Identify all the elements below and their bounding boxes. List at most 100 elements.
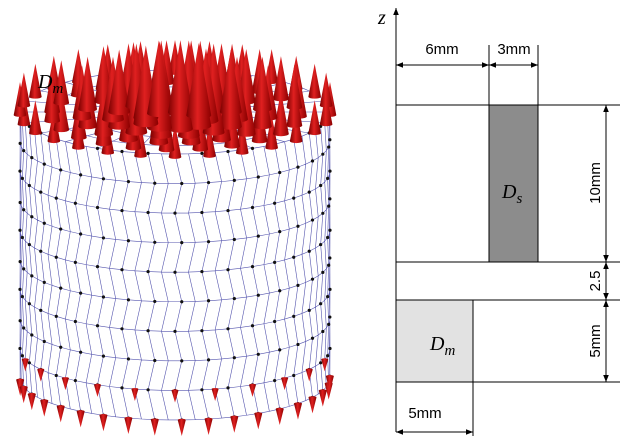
mesh-node: [292, 197, 295, 200]
dimension-label: 6mm: [425, 41, 458, 58]
mesh-node: [19, 260, 22, 263]
mesh-node: [200, 388, 203, 391]
cone: [230, 416, 238, 433]
cone: [205, 418, 213, 435]
mesh-node: [74, 320, 77, 323]
mesh-node: [79, 232, 82, 235]
mesh-node: [79, 173, 82, 176]
mesh-node: [127, 180, 130, 183]
mesh-node: [146, 270, 149, 273]
mesh-node: [55, 197, 58, 200]
mesh-node: [296, 284, 299, 287]
mesh-node: [200, 152, 203, 155]
cone: [29, 100, 42, 135]
mesh-node: [146, 388, 149, 391]
mesh-node: [319, 243, 322, 246]
mesh-node: [43, 281, 46, 284]
cylinder-mesh: [14, 40, 337, 436]
mesh-node: [226, 268, 229, 271]
mesh-node: [18, 288, 21, 291]
cone: [276, 408, 284, 425]
mesh-node: [200, 211, 203, 214]
mesh-node: [43, 340, 46, 343]
mesh-node: [251, 265, 254, 268]
mesh-node: [153, 241, 156, 244]
mesh-node: [311, 278, 314, 281]
mesh-node: [22, 267, 25, 270]
mesh-node: [226, 386, 229, 389]
mesh-node: [30, 215, 33, 218]
mesh-node: [127, 357, 130, 360]
mesh-node: [43, 222, 46, 225]
dimension-label: 5mm: [587, 324, 604, 357]
mesh-node: [79, 351, 82, 354]
mesh-node: [321, 212, 324, 215]
mesh-node: [328, 256, 331, 259]
mesh-node: [292, 315, 295, 318]
mesh-node: [328, 138, 331, 141]
mesh-node: [226, 209, 229, 212]
mesh-node: [102, 295, 105, 298]
mesh-node: [180, 241, 183, 244]
mesh-node: [120, 327, 123, 330]
mesh-node: [59, 346, 62, 349]
mesh-node: [180, 359, 183, 362]
mesh-node: [326, 177, 329, 180]
mesh-node: [146, 211, 149, 214]
mesh-node: [74, 202, 77, 205]
mesh-node: [22, 326, 25, 329]
mesh-node: [233, 238, 236, 241]
cone: [20, 386, 28, 403]
mesh-node: [127, 298, 130, 301]
mesh-node: [19, 201, 22, 204]
dimension-label: 5mm: [408, 405, 441, 422]
cone: [77, 410, 85, 427]
mesh-node: [96, 324, 99, 327]
mesh-node: [28, 302, 31, 305]
mesh-node: [102, 177, 105, 180]
mesh-node: [173, 271, 176, 274]
mesh-node: [328, 315, 331, 318]
mesh-node: [28, 184, 31, 187]
mesh-node: [74, 379, 77, 382]
mesh-node: [308, 191, 311, 194]
mesh-node: [226, 327, 229, 330]
mesh-node: [226, 150, 229, 153]
mesh-node: [21, 295, 24, 298]
mesh-node: [273, 379, 276, 382]
cone: [151, 418, 159, 435]
mesh-node: [273, 320, 276, 323]
mesh-node: [30, 274, 33, 277]
mesh-node: [311, 159, 314, 162]
mesh-node: [311, 218, 314, 221]
mesh-node: [55, 315, 58, 318]
mesh-node: [200, 270, 203, 273]
mesh-node: [30, 333, 33, 336]
cone: [319, 389, 327, 406]
cone: [308, 100, 321, 135]
mesh-node: [21, 236, 24, 239]
mesh-node: [207, 358, 210, 361]
mesh-node: [153, 300, 156, 303]
mesh-node: [278, 289, 281, 292]
mesh-node: [59, 168, 62, 171]
mesh-node: [96, 147, 99, 150]
mesh-node: [257, 234, 260, 237]
mesh-node: [96, 206, 99, 209]
mesh-node: [311, 337, 314, 340]
mesh-node: [321, 271, 324, 274]
mesh-node: [273, 202, 276, 205]
mesh-node: [292, 374, 295, 377]
mesh-node: [326, 236, 329, 239]
mesh-node: [207, 299, 210, 302]
mesh-node: [273, 261, 276, 264]
mesh-node: [328, 288, 331, 291]
mesh-node: [292, 256, 295, 259]
cone: [321, 358, 328, 371]
mesh-node: [55, 374, 58, 377]
mesh-node: [296, 166, 299, 169]
z-label: z: [377, 7, 386, 29]
mesh-node: [278, 348, 281, 351]
mesh-node: [59, 287, 62, 290]
mesh-node: [146, 152, 149, 155]
